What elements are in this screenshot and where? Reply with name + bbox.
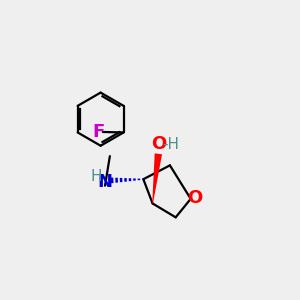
- Text: -H: -H: [163, 136, 180, 152]
- Text: N: N: [98, 172, 113, 190]
- Text: O: O: [151, 135, 166, 153]
- Text: F: F: [93, 123, 105, 141]
- Text: H: H: [91, 169, 102, 184]
- Polygon shape: [152, 153, 162, 203]
- Text: O: O: [187, 189, 202, 207]
